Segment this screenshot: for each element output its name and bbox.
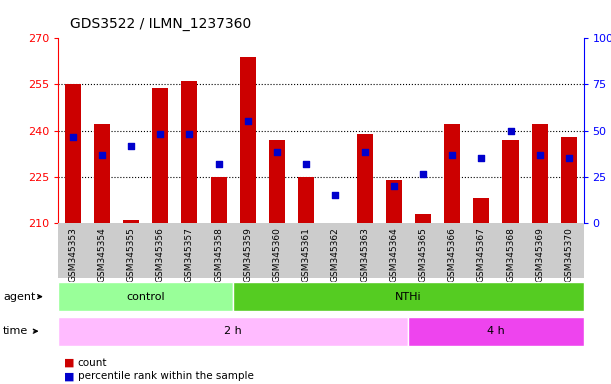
Point — [564, 155, 574, 161]
Point — [477, 155, 486, 161]
Point — [418, 170, 428, 177]
Point — [68, 134, 78, 140]
Text: GSM345355: GSM345355 — [126, 227, 136, 282]
Bar — [298, 177, 314, 223]
Text: control: control — [126, 291, 165, 302]
Text: GSM345353: GSM345353 — [68, 227, 77, 282]
Bar — [502, 140, 519, 223]
Point — [155, 131, 165, 137]
Text: ■: ■ — [64, 358, 75, 368]
Text: GSM345354: GSM345354 — [97, 227, 106, 282]
Bar — [58, 282, 233, 311]
Point — [447, 152, 457, 158]
Bar — [211, 177, 227, 223]
Text: GSM345368: GSM345368 — [506, 227, 515, 282]
Text: agent: agent — [3, 291, 35, 302]
Point — [97, 152, 107, 158]
Point — [331, 192, 340, 198]
Bar — [94, 124, 110, 223]
Point — [506, 127, 516, 134]
Text: 4 h: 4 h — [487, 326, 505, 336]
Bar — [58, 316, 408, 346]
Bar — [152, 88, 168, 223]
Text: GSM345357: GSM345357 — [185, 227, 194, 282]
Bar — [240, 57, 256, 223]
Text: GSM345361: GSM345361 — [302, 227, 310, 282]
Bar — [233, 282, 584, 311]
Text: GSM345359: GSM345359 — [243, 227, 252, 282]
Text: GSM345362: GSM345362 — [331, 227, 340, 282]
Bar — [474, 198, 489, 223]
Text: count: count — [78, 358, 107, 368]
Point — [272, 149, 282, 155]
Text: GSM345363: GSM345363 — [360, 227, 369, 282]
Bar — [532, 124, 547, 223]
Text: GSM345358: GSM345358 — [214, 227, 223, 282]
Text: GSM345364: GSM345364 — [389, 227, 398, 282]
Bar — [357, 134, 373, 223]
Point — [214, 161, 224, 167]
Text: GSM345367: GSM345367 — [477, 227, 486, 282]
Text: time: time — [3, 326, 28, 336]
Point — [360, 149, 370, 155]
Text: GSM345370: GSM345370 — [565, 227, 573, 282]
Text: NTHi: NTHi — [395, 291, 422, 302]
Bar — [65, 84, 81, 223]
Point — [301, 161, 311, 167]
Point — [185, 131, 194, 137]
Text: ■: ■ — [64, 371, 75, 381]
Bar — [181, 81, 197, 223]
Text: percentile rank within the sample: percentile rank within the sample — [78, 371, 254, 381]
Point — [535, 152, 544, 158]
Point — [389, 183, 398, 189]
Bar — [123, 220, 139, 223]
Text: GSM345365: GSM345365 — [419, 227, 428, 282]
Bar — [408, 316, 584, 346]
Text: GDS3522 / ILMN_1237360: GDS3522 / ILMN_1237360 — [70, 17, 252, 31]
Bar — [561, 137, 577, 223]
Bar — [444, 124, 460, 223]
Point — [243, 118, 253, 124]
Text: GSM345366: GSM345366 — [448, 227, 456, 282]
Bar — [415, 214, 431, 223]
Bar — [269, 140, 285, 223]
Text: GSM345356: GSM345356 — [156, 227, 165, 282]
Text: GSM345360: GSM345360 — [273, 227, 282, 282]
Point — [126, 143, 136, 149]
Bar — [386, 180, 402, 223]
Text: 2 h: 2 h — [224, 326, 242, 336]
Text: GSM345369: GSM345369 — [535, 227, 544, 282]
